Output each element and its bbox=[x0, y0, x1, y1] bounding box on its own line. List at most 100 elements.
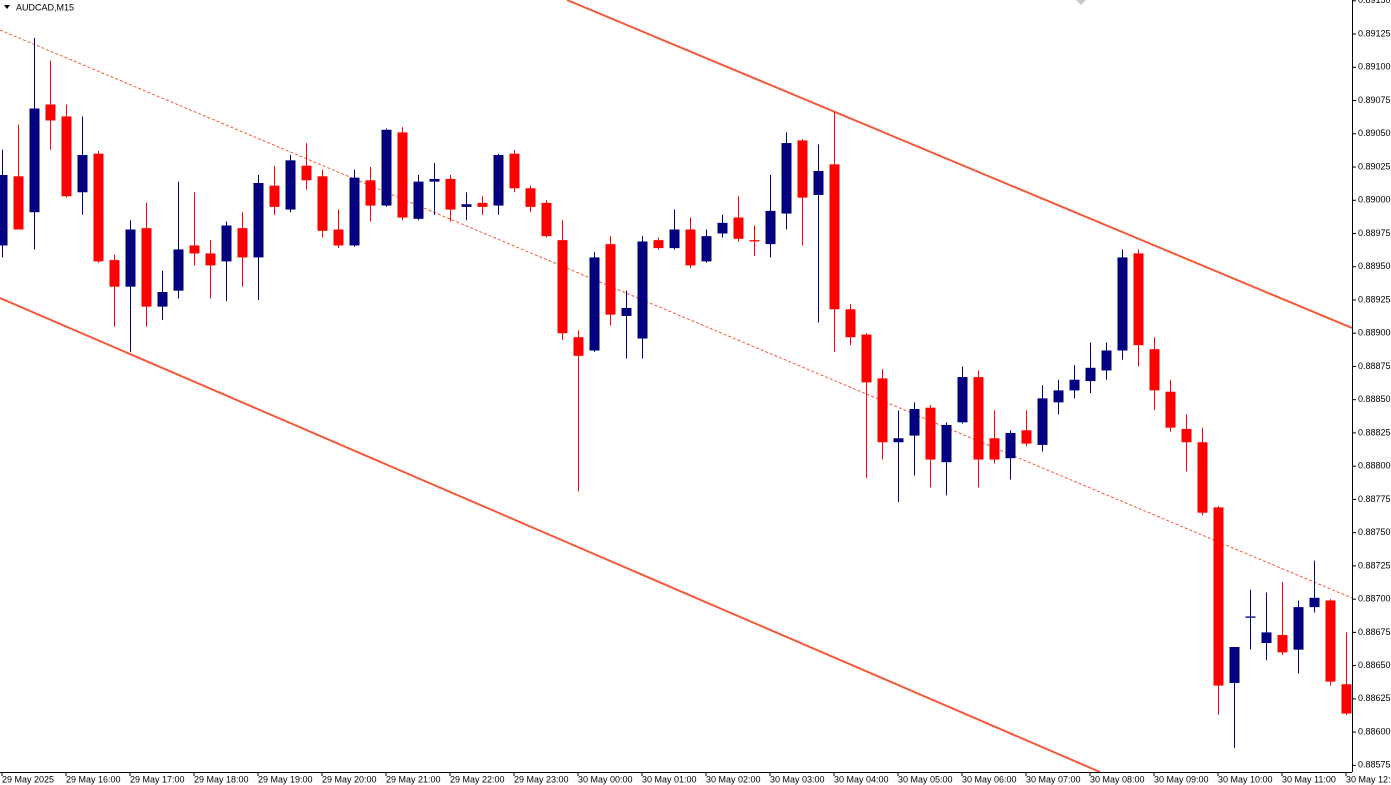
candle-body bbox=[1245, 616, 1256, 618]
y-tick-label: 0.88625 bbox=[1358, 693, 1391, 703]
menu-arrow bbox=[4, 5, 10, 9]
y-tick-label: 0.89125 bbox=[1358, 28, 1391, 38]
y-tick-label: 0.88950 bbox=[1358, 261, 1391, 271]
candle-body bbox=[477, 202, 488, 207]
y-tick-label: 0.88850 bbox=[1358, 394, 1391, 404]
candle-body bbox=[1021, 430, 1032, 444]
candle-body bbox=[1117, 257, 1128, 351]
candle-body bbox=[765, 210, 776, 245]
candle-body bbox=[77, 155, 88, 193]
candle-body bbox=[1325, 600, 1336, 682]
x-tick-label: 29 May 19:00 bbox=[258, 774, 313, 784]
candle-body bbox=[1165, 391, 1176, 428]
y-tick-label: 0.88600 bbox=[1358, 726, 1391, 736]
y-tick-label: 0.88775 bbox=[1358, 494, 1391, 504]
candle-body bbox=[717, 222, 728, 234]
x-tick-label: 30 May 12:00 bbox=[1346, 774, 1391, 784]
x-tick-label: 29 May 21:00 bbox=[386, 774, 441, 784]
y-tick-label: 0.88650 bbox=[1358, 660, 1391, 670]
candle-body bbox=[189, 245, 200, 254]
candle-body bbox=[29, 108, 40, 213]
candle-body bbox=[1149, 349, 1160, 391]
candle-body bbox=[237, 228, 248, 258]
y-tick-label: 0.89100 bbox=[1358, 62, 1391, 72]
x-tick-label: 30 May 00:00 bbox=[578, 774, 633, 784]
candle-body bbox=[109, 260, 120, 287]
candle-body bbox=[1101, 350, 1112, 371]
candle-body bbox=[909, 409, 920, 436]
candle-body bbox=[333, 229, 344, 246]
candle-body bbox=[45, 104, 56, 121]
candle-body bbox=[637, 241, 648, 339]
candle-body bbox=[253, 182, 264, 258]
candle-body bbox=[589, 257, 600, 351]
candle-body bbox=[269, 185, 280, 207]
candle-body bbox=[861, 334, 872, 383]
candle-body bbox=[813, 170, 824, 195]
x-tick-label: 29 May 18:00 bbox=[194, 774, 249, 784]
candle-body bbox=[749, 240, 760, 242]
candle-body bbox=[845, 309, 856, 338]
y-tick-label: 0.88700 bbox=[1358, 594, 1391, 604]
candle-body bbox=[205, 253, 216, 266]
candle-body bbox=[877, 378, 888, 443]
x-tick-label: 30 May 09:00 bbox=[1154, 774, 1209, 784]
x-tick-label: 30 May 08:00 bbox=[1090, 774, 1145, 784]
candle-body bbox=[797, 140, 808, 198]
x-tick-label: 30 May 10:00 bbox=[1218, 774, 1273, 784]
x-tick-label: 30 May 11:00 bbox=[1282, 774, 1336, 784]
y-tick-label: 0.88675 bbox=[1358, 627, 1391, 637]
channel-upper bbox=[566, 0, 1352, 329]
channel-middle bbox=[0, 29, 1352, 599]
candle-body bbox=[957, 377, 968, 423]
candle-body bbox=[365, 180, 376, 206]
candle-body bbox=[1341, 684, 1352, 714]
candle-body bbox=[493, 155, 504, 206]
candle-body bbox=[125, 229, 136, 287]
candle-body bbox=[621, 307, 632, 316]
y-tick-label: 0.88825 bbox=[1358, 427, 1391, 437]
x-tick-label: 29 May 23:00 bbox=[514, 774, 569, 784]
y-tick-label: 0.88975 bbox=[1358, 228, 1391, 238]
candle-body bbox=[1309, 597, 1320, 608]
candle-body bbox=[669, 229, 680, 249]
candle-body bbox=[541, 202, 552, 237]
x-tick-label: 30 May 02:00 bbox=[706, 774, 761, 784]
candle-body bbox=[557, 240, 568, 334]
candle-body bbox=[1085, 367, 1096, 382]
candle-body bbox=[301, 165, 312, 181]
candles bbox=[0, 38, 1352, 749]
y-tick-label: 0.88800 bbox=[1358, 461, 1391, 471]
candle-body bbox=[285, 160, 296, 210]
x-tick-label: 29 May 2025 bbox=[2, 774, 54, 784]
x-tick-label: 30 May 03:00 bbox=[770, 774, 825, 784]
y-tick-label: 0.88900 bbox=[1358, 328, 1391, 338]
candle-body bbox=[317, 176, 328, 231]
candle-body bbox=[1181, 428, 1192, 443]
candle-body bbox=[0, 174, 8, 246]
candle-body bbox=[1037, 398, 1048, 445]
y-tick-label: 0.88925 bbox=[1358, 294, 1391, 304]
candle-body bbox=[1293, 607, 1304, 650]
x-tick-label: 29 May 17:00 bbox=[130, 774, 185, 784]
candle-body bbox=[93, 153, 104, 262]
candle-body bbox=[461, 204, 472, 207]
candle-body bbox=[13, 176, 24, 230]
x-tick-label: 30 May 05:00 bbox=[898, 774, 953, 784]
candle-body bbox=[1277, 635, 1288, 653]
chart-title: AUDCAD,M15 bbox=[16, 2, 74, 12]
candle-body bbox=[733, 217, 744, 239]
candle-body bbox=[413, 181, 424, 219]
candle-body bbox=[61, 116, 72, 197]
y-tick-label: 0.88875 bbox=[1358, 361, 1391, 371]
candle-body bbox=[349, 177, 360, 246]
marker-icon bbox=[1076, 0, 1086, 5]
candle-body bbox=[941, 424, 952, 463]
candle-body bbox=[509, 153, 520, 189]
x-tick-label: 29 May 22:00 bbox=[450, 774, 505, 784]
candle-body bbox=[1261, 632, 1272, 644]
candle-body bbox=[397, 132, 408, 218]
candle-body bbox=[1213, 507, 1224, 686]
y-tick-label: 0.89075 bbox=[1358, 95, 1391, 105]
